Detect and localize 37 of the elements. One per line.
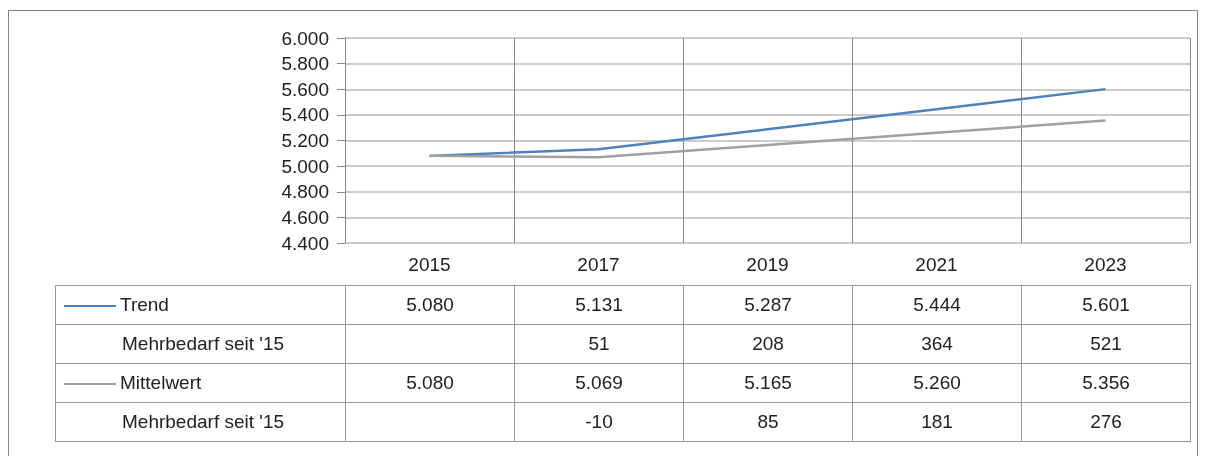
y-tick-label: 4.400 xyxy=(281,232,329,254)
data-label: 5.356 xyxy=(1021,363,1191,403)
y-tick-label: 5.200 xyxy=(281,130,329,151)
text: 208 xyxy=(683,324,853,364)
y-tick-label: 6.000 xyxy=(281,27,329,49)
data-label: 5.444 xyxy=(852,285,1022,325)
data-label: 5.287 xyxy=(683,285,853,325)
data-label: 5.131 xyxy=(514,285,684,325)
data-label: 5.260 xyxy=(852,363,1022,403)
text: 364 xyxy=(852,324,1022,364)
data-label: 5.165 xyxy=(683,363,853,403)
text: -10 xyxy=(514,402,684,442)
line-series xyxy=(428,119,1107,159)
text: 85 xyxy=(683,402,853,442)
legend-label: Mittelwert xyxy=(119,372,202,393)
x-tick-label: 2015 xyxy=(408,254,451,275)
y-tick-label: 5.400 xyxy=(281,104,329,126)
x-tick-label: 2017 xyxy=(577,254,620,275)
x-tick-label: 2019 xyxy=(746,254,789,275)
y-tick-label: 4.800 xyxy=(281,181,329,203)
text: 276 xyxy=(1021,402,1191,442)
text: Mehrbedarf seit '15 xyxy=(121,411,285,432)
y-tick-label: 5.000 xyxy=(281,155,329,177)
text: 51 xyxy=(514,324,684,364)
y-tick-label: 5.800 xyxy=(281,53,329,75)
y-tick-label: 4.600 xyxy=(281,206,329,228)
x-tick-label: 2021 xyxy=(915,254,958,275)
data-label: 5.069 xyxy=(514,363,684,403)
data-label: 5.601 xyxy=(1021,285,1191,325)
text: 521 xyxy=(1021,324,1191,364)
y-tick-label: 5.600 xyxy=(281,78,329,100)
x-tick-label: 2023 xyxy=(1084,254,1127,275)
data-label: 5.080 xyxy=(345,363,515,403)
text: Mehrbedarf seit '15 xyxy=(121,333,285,354)
text: 181 xyxy=(852,402,1022,442)
data-label: 5.080 xyxy=(345,285,515,325)
legend-label: Trend xyxy=(119,294,169,315)
